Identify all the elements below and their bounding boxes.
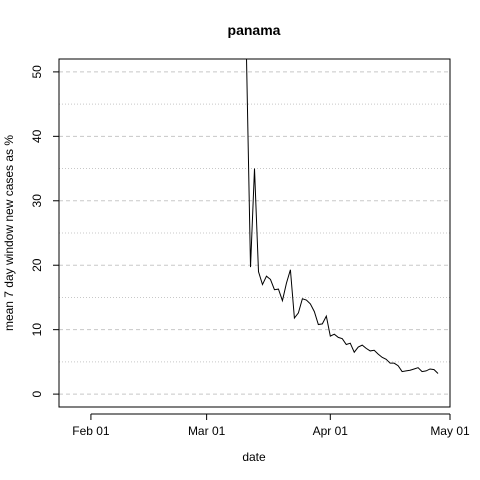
x-axis-label: date bbox=[242, 450, 266, 464]
chart-title: panama bbox=[228, 22, 281, 38]
series-layer bbox=[246, 59, 439, 374]
y-axis-label: mean 7 day window new cases as % bbox=[2, 135, 16, 331]
x-tick-label: Feb 01 bbox=[72, 424, 110, 438]
plot-frame bbox=[58, 58, 451, 408]
series-line bbox=[246, 59, 439, 374]
x-tick-label: May 01 bbox=[430, 424, 470, 438]
y-tick-label: 40 bbox=[30, 129, 44, 143]
y-tick-label: 0 bbox=[30, 390, 44, 397]
y-tick-label: 30 bbox=[30, 194, 44, 208]
y-tick-label: 50 bbox=[30, 65, 44, 79]
x-tick-label: Apr 01 bbox=[313, 424, 349, 438]
y-axis: 0 10 20 30 40 50 bbox=[30, 65, 59, 397]
x-tick-label: Mar 01 bbox=[188, 424, 226, 438]
y-tick-label: 20 bbox=[30, 258, 44, 272]
y-tick-label: 10 bbox=[30, 323, 44, 337]
x-axis: Feb 01 Mar 01 Apr 01 May 01 bbox=[72, 413, 470, 438]
